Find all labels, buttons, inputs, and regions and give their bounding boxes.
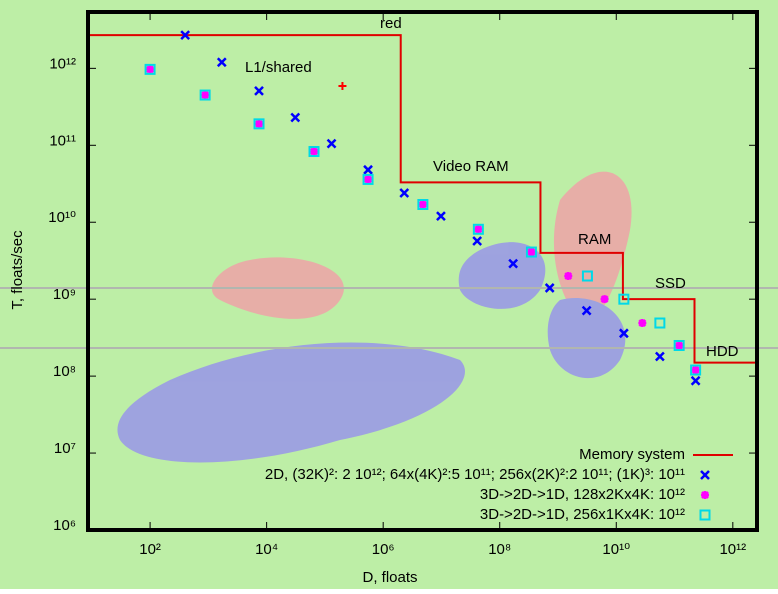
point	[564, 272, 572, 280]
annotation: red	[380, 15, 402, 32]
point	[692, 366, 700, 374]
legend-label: 3D->2D->1D, 128x2Kx4K: 10¹²	[480, 486, 685, 503]
y-tick-label: 10⁹	[53, 286, 76, 303]
point	[527, 248, 535, 256]
point	[474, 225, 482, 233]
legend-label: 3D->2D->1D, 256x1Kx4K: 10¹²	[480, 506, 685, 523]
y-tick-label: 10⁸	[53, 363, 76, 380]
y-tick-label: 10¹¹	[49, 132, 76, 149]
y-tick-label: 10⁶	[53, 517, 76, 534]
y-tick-label: 10⁷	[54, 440, 76, 457]
annotation: SSD	[655, 275, 686, 292]
y-axis-label: T, floats/sec	[9, 230, 26, 310]
legend-label: 2D, (32K)²: 2 10¹²; 64x(4K)²:5 10¹¹; 256…	[265, 466, 685, 483]
x-tick-label: 10⁴	[255, 541, 278, 558]
y-tick-label: 10¹⁰	[48, 209, 76, 226]
point	[255, 120, 263, 128]
point	[201, 91, 209, 99]
chart: D, floats T, floats/sec 10² 10⁴ 10⁶ 10⁸ 10¹⁰…	[0, 0, 778, 589]
legend-swatch	[701, 491, 709, 499]
annotation: Video RAM	[433, 158, 509, 175]
point	[419, 201, 427, 209]
x-axis-label: D, floats	[362, 569, 417, 586]
legend-label: Memory system	[579, 446, 685, 463]
annotation: HDD	[706, 343, 739, 360]
point	[601, 295, 609, 303]
point	[310, 148, 318, 156]
x-tick-label: 10²	[139, 541, 161, 558]
annotation: RAM	[578, 231, 611, 248]
point	[675, 341, 683, 349]
y-tick-label: 10¹²	[49, 55, 76, 72]
x-tick-label: 10¹⁰	[602, 541, 630, 558]
point	[146, 65, 154, 73]
point	[364, 175, 372, 183]
x-tick-label: 10⁸	[488, 541, 511, 558]
x-tick-label: 10¹²	[719, 541, 746, 558]
annotation: L1/shared	[245, 59, 312, 76]
x-tick-label: 10⁶	[372, 541, 395, 558]
point	[638, 319, 646, 327]
